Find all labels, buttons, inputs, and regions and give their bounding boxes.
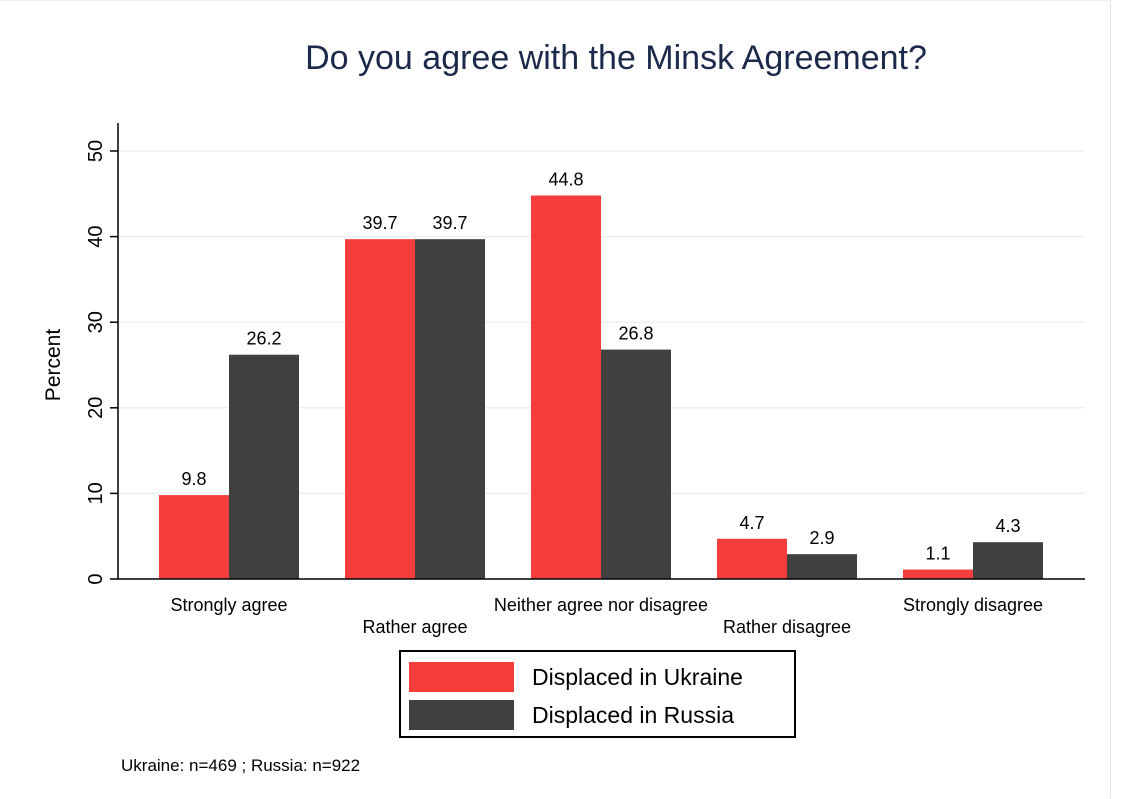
category-label-3: Rather disagree — [723, 617, 851, 637]
value-label-1-2: 26.8 — [618, 324, 653, 344]
value-label-0-1: 39.7 — [362, 213, 397, 233]
y-tick-label-20: 20 — [85, 397, 107, 419]
bar-displaced-in-ukraine-2 — [531, 195, 601, 579]
y-tick-label-30: 30 — [85, 311, 107, 333]
bar-displaced-in-russia-2 — [601, 349, 671, 579]
legend: Displaced in Ukraine Displaced in Russia — [399, 650, 796, 738]
bar-displaced-in-russia-1 — [415, 239, 485, 579]
bar-displaced-in-ukraine-1 — [345, 239, 415, 579]
bar-displaced-in-ukraine-4 — [903, 569, 973, 579]
y-tick-label-50: 50 — [85, 140, 107, 162]
category-label-4: Strongly disagree — [903, 595, 1043, 615]
legend-item-russia: Displaced in Russia — [409, 700, 734, 730]
legend-label-ukraine: Displaced in Ukraine — [532, 663, 743, 690]
bar-displaced-in-russia-4 — [973, 542, 1043, 579]
category-label-0: Strongly agree — [170, 595, 287, 615]
bar-displaced-in-ukraine-3 — [717, 538, 787, 579]
value-label-1-4: 4.3 — [995, 516, 1020, 536]
y-tick-label-40: 40 — [85, 225, 107, 247]
value-label-0-3: 4.7 — [739, 513, 764, 533]
legend-swatch-ukraine — [409, 662, 514, 692]
value-label-1-3: 2.9 — [809, 528, 834, 548]
category-label-2: Neither agree nor disagree — [494, 595, 708, 615]
legend-swatch-russia — [409, 700, 514, 730]
chart-title: Do you agree with the Minsk Agreement? — [305, 39, 927, 77]
value-label-1-1: 39.7 — [432, 213, 467, 233]
value-label-0-4: 1.1 — [925, 544, 950, 564]
legend-label-russia: Displaced in Russia — [532, 701, 734, 728]
legend-item-ukraine: Displaced in Ukraine — [409, 662, 743, 692]
value-label-1-0: 26.2 — [246, 329, 281, 349]
bar-displaced-in-russia-0 — [229, 354, 299, 579]
y-axis-title: Percent — [42, 329, 65, 402]
sample-size-note: Ukraine: n=469 ; Russia: n=922 — [121, 756, 361, 775]
bar-displaced-in-russia-3 — [787, 554, 857, 579]
y-tick-label-0: 0 — [85, 573, 107, 584]
bar-displaced-in-ukraine-0 — [159, 495, 229, 579]
value-label-0-2: 44.8 — [548, 170, 583, 190]
category-label-1: Rather agree — [362, 617, 467, 637]
value-label-0-0: 9.8 — [181, 469, 206, 489]
y-tick-label-10: 10 — [85, 482, 107, 504]
